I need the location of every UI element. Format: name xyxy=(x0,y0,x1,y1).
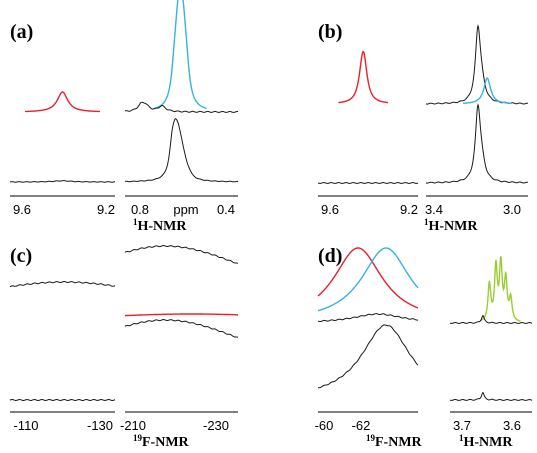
tick-b-9.2: 9.2 xyxy=(400,202,418,217)
xlabel-c-text: F-NMR xyxy=(142,435,190,450)
panel-label-d: (d) xyxy=(318,245,342,267)
tick-c-230: -230 xyxy=(203,418,229,433)
spectrum-trace-d-0-bottom-black-3 xyxy=(318,324,419,389)
spectrum-trace-d-1-bottom-black-2 xyxy=(449,391,533,401)
spectrum-trace-a-0-bottom-black-1 xyxy=(9,180,115,183)
spectra-traces xyxy=(9,0,533,402)
ppm-label: ppm xyxy=(173,202,198,217)
tick-b-3.0: 3.0 xyxy=(503,202,521,217)
tick-d-62: -62 xyxy=(352,418,371,433)
xlabel-d-f-text: F-NMR xyxy=(375,435,423,450)
spectrum-trace-a-1-top-blue-0 xyxy=(153,0,207,110)
xlabel-d-h: 1H-NMR xyxy=(459,433,513,450)
spectrum-trace-c-1-bottom-black-2 xyxy=(124,318,239,338)
tick-c-130: -130 xyxy=(87,418,113,433)
spectrum-trace-a-1-bottom-black-2 xyxy=(124,118,239,183)
xlabel-b-sup: 1 xyxy=(424,217,429,227)
spectrum-trace-d-1-top-black-1 xyxy=(449,314,533,324)
xlabel-a-sup: 1 xyxy=(133,217,138,227)
xlabel-a: 1H-NMR xyxy=(133,217,187,234)
xlabel-d-h-sup: 1 xyxy=(459,433,464,443)
tick-a-0.4: 0.4 xyxy=(217,202,235,217)
tick-d-60: -60 xyxy=(315,418,334,433)
spectrum-trace-b-0-top-red-0 xyxy=(338,50,389,104)
xlabel-d-f: 19F-NMR xyxy=(366,433,423,450)
tick-c-210: -210 xyxy=(120,418,146,433)
spectrum-trace-b-0-bottom-black-1 xyxy=(317,182,419,184)
tick-d-3.7: 3.7 xyxy=(453,418,471,433)
tick-d-3.6: 3.6 xyxy=(503,418,521,433)
tick-a-9.2: 9.2 xyxy=(97,202,115,217)
xlabel-b-text: H-NMR xyxy=(429,219,479,234)
spectrum-trace-a-1-top-black-1 xyxy=(124,101,239,113)
tick-c-110: -110 xyxy=(13,418,38,433)
spectrum-trace-b-1-top-blue-1 xyxy=(463,77,512,104)
tick-b-3.4: 3.4 xyxy=(425,202,443,217)
spectrum-trace-a-0-top-red-0 xyxy=(24,91,101,113)
tick-a-0.8: 0.8 xyxy=(131,202,149,217)
spectrum-trace-c-1-top-red-1 xyxy=(125,313,238,317)
panel-label-b: (b) xyxy=(318,21,342,43)
panel-label-c: (c) xyxy=(10,245,32,267)
xlabel-d-h-text: H-NMR xyxy=(464,435,514,450)
spectrum-trace-d-1-top-green-0 xyxy=(479,256,521,322)
spectrum-trace-b-1-bottom-black-2 xyxy=(425,103,528,184)
xlabel-c: 19F-NMR xyxy=(133,433,190,450)
spectrum-trace-c-0-bottom-black-1 xyxy=(9,398,116,402)
xlabel-a-text: H-NMR xyxy=(138,219,188,234)
tick-a-9.6: 9.6 xyxy=(13,202,31,217)
spectrum-trace-c-1-top-black-0 xyxy=(124,244,239,264)
xlabel-d-f-sup: 19 xyxy=(366,433,376,443)
spectrum-trace-c-0-top-black-0 xyxy=(9,281,116,288)
tick-b-9.6: 9.6 xyxy=(321,202,339,217)
spectrum-trace-d-0-top-blue-1 xyxy=(317,247,419,312)
spectrum-trace-d-0-top-black-2 xyxy=(317,313,419,322)
spectrum-trace-d-0-top-red-0 xyxy=(317,247,419,309)
panel-label-a: (a) xyxy=(10,21,33,43)
xlabel-b: 1H-NMR xyxy=(424,217,478,234)
xlabel-c-sup: 19 xyxy=(133,433,143,443)
